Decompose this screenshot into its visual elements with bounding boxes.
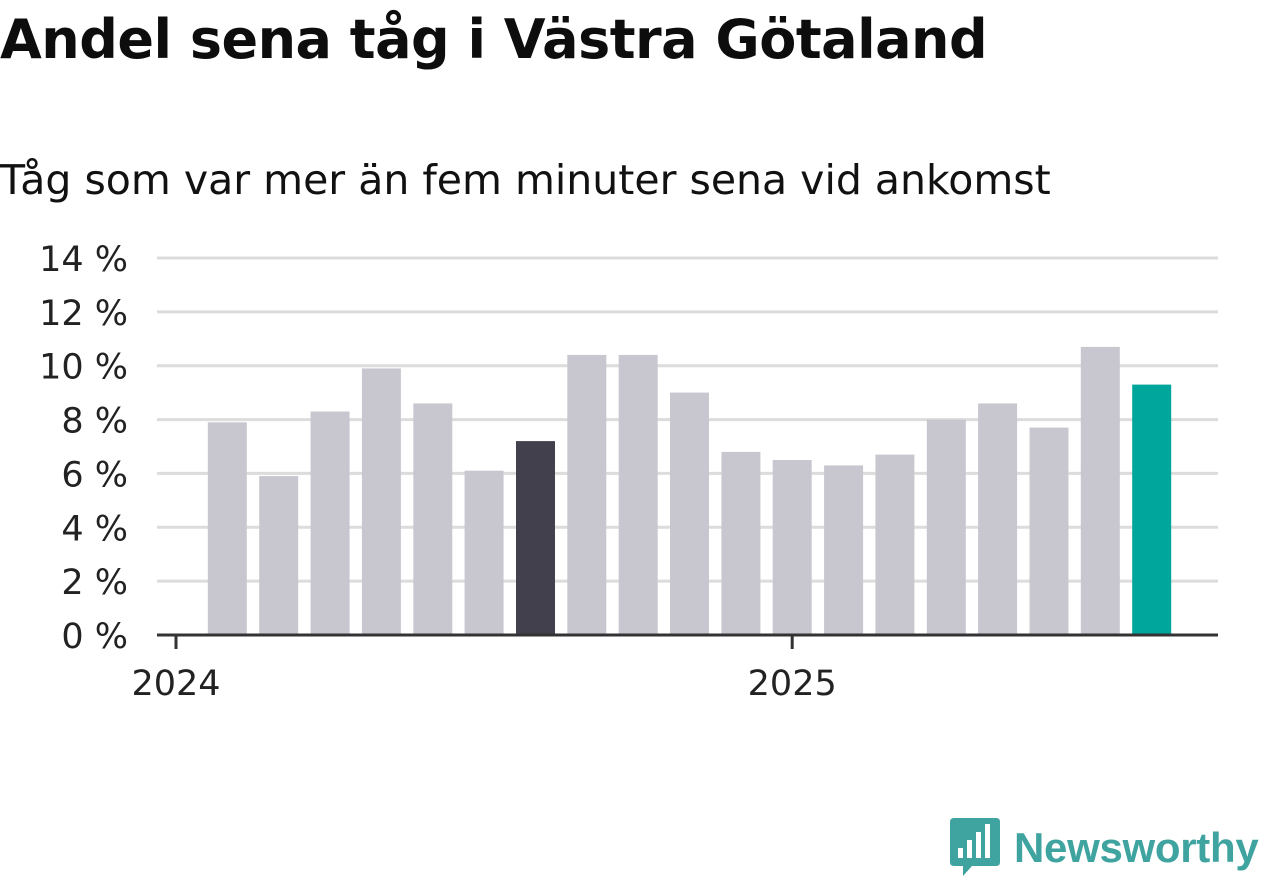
bar-2025-03 [875, 454, 915, 635]
bar-2024-09 [567, 354, 607, 635]
bar-2024-03 [259, 476, 299, 635]
bar-2024-04 [310, 411, 350, 635]
bar-2025-01 [772, 460, 812, 635]
x-tick-label: 2025 [748, 664, 837, 704]
bar-2025-06 [1029, 427, 1069, 635]
x-tick-label: 2024 [131, 664, 220, 704]
bar-2025-05 [978, 403, 1018, 635]
brand-name: Newsworthy [1014, 824, 1259, 871]
newsworthy-logo: Newsworthy [950, 818, 1259, 878]
y-tick-label: 0 % [61, 617, 128, 657]
y-tick-label: 14 % [39, 240, 128, 280]
bar-2025-02 [824, 465, 864, 635]
bar-2024-11 [670, 392, 709, 635]
bar-2024-05 [361, 368, 401, 635]
bar-2024-10 [618, 354, 658, 635]
y-tick-label: 12 % [39, 294, 128, 334]
chart-title: Andel sena tåg i Västra Götaland [0, 8, 988, 71]
bar-2025-08 [1132, 384, 1172, 635]
bar-2024-07 [464, 470, 504, 635]
bar-2024-08 [516, 441, 555, 635]
y-tick-label: 6 % [61, 455, 128, 495]
chart-subtitle: Tåg som var mer än fem minuter sena vid … [0, 156, 1051, 204]
bar-2024-12 [721, 451, 761, 635]
bar-2025-04 [926, 419, 966, 635]
bar-2025-07 [1080, 346, 1120, 635]
y-tick-label: 4 % [61, 509, 128, 549]
newsworthy-chart-icon [950, 818, 1000, 876]
bar-2024-06 [413, 403, 453, 635]
bar-2024-02 [207, 422, 247, 635]
y-tick-label: 2 % [61, 563, 128, 603]
y-tick-label: 8 % [61, 402, 128, 442]
y-tick-label: 10 % [39, 348, 128, 388]
